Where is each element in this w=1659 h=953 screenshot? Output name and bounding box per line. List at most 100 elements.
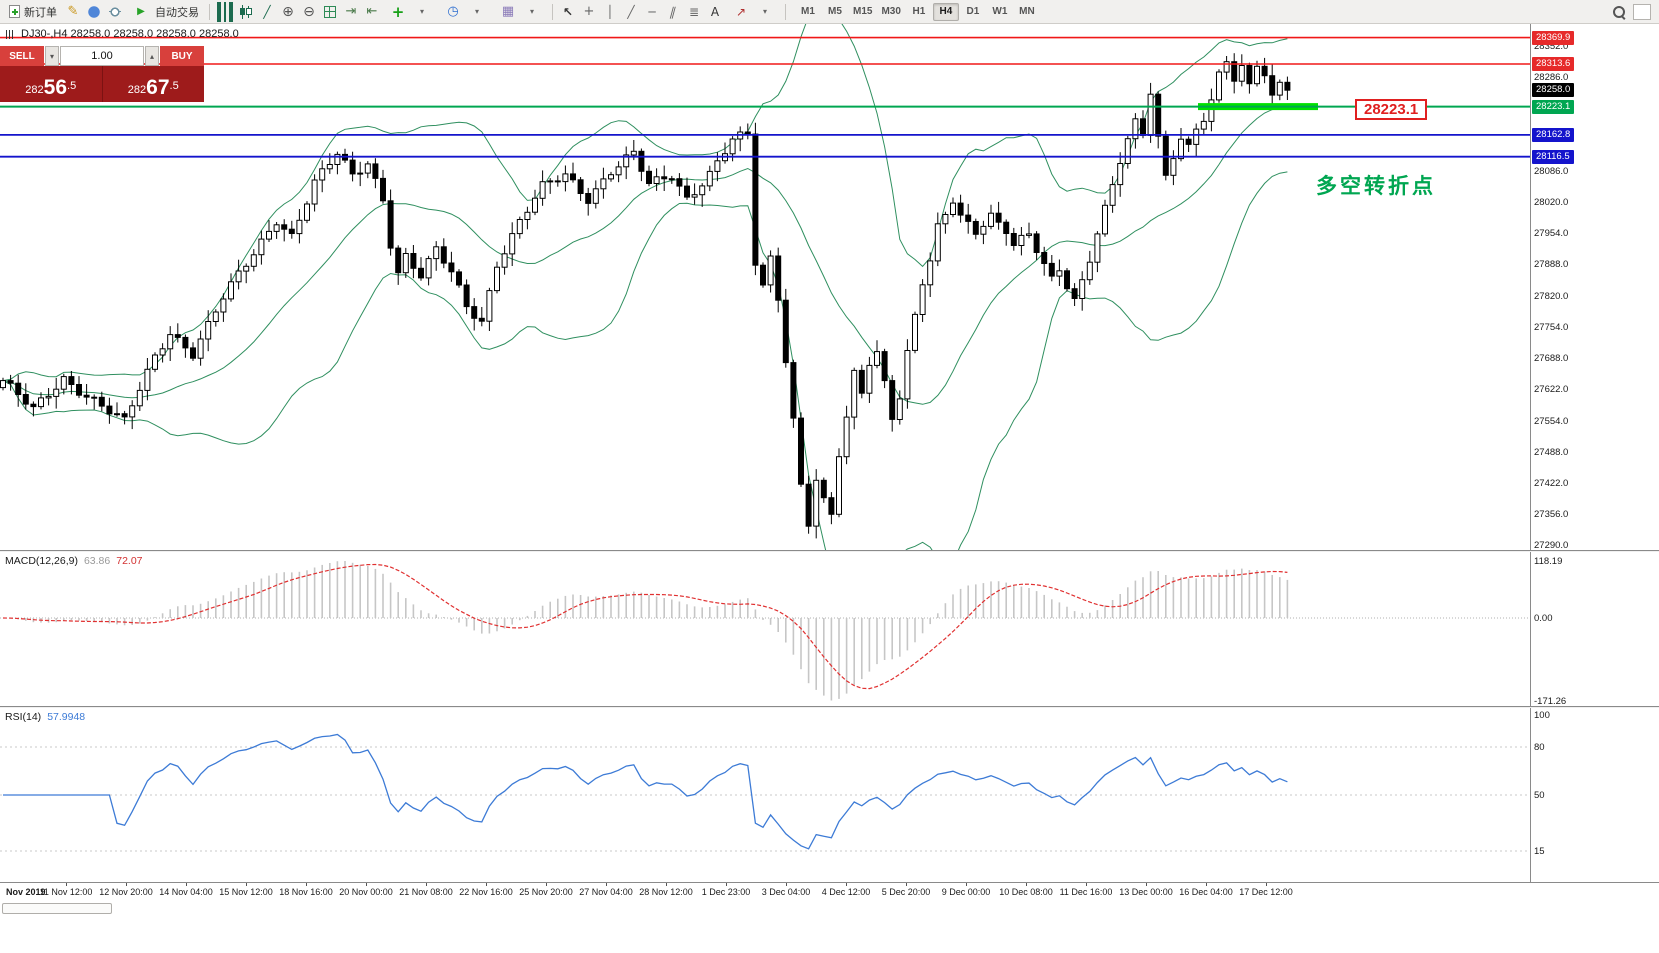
chevron-down-icon <box>755 2 775 22</box>
tile-windows-icon[interactable] <box>320 1 340 22</box>
panel-separator[interactable] <box>0 550 1659 552</box>
sell-price-prefix: 282 <box>25 84 44 96</box>
periods-button[interactable] <box>438 2 492 22</box>
timeframe-button-w1[interactable]: W1 <box>992 6 1008 17</box>
price-axis-label: 28352.0 <box>1534 41 1569 52</box>
fibonacci-tool-icon[interactable] <box>684 2 704 22</box>
timeframe-button-m30[interactable]: M30 <box>881 6 901 17</box>
chevron-down-icon <box>467 2 487 22</box>
time-axis-label: 13 Dec 00:00 <box>1119 887 1173 897</box>
time-axis-tick <box>786 883 787 886</box>
time-axis-tick <box>1266 883 1267 886</box>
editor-icon[interactable] <box>63 2 83 22</box>
time-axis-tick <box>906 883 907 886</box>
rsi-canvas[interactable] <box>0 708 1530 882</box>
price-chart-canvas[interactable] <box>0 10 1530 611</box>
timeframe-button-h4[interactable]: H4 <box>932 2 959 21</box>
auto-trading-button[interactable]: 自动交易 <box>126 2 204 22</box>
line-chart-icon[interactable] <box>257 2 277 22</box>
zoom-in-icon[interactable] <box>278 2 298 22</box>
toolbar-separator <box>209 3 210 20</box>
time-axis-tick <box>126 883 127 886</box>
timeframe-button-m15[interactable]: M15 <box>853 6 873 17</box>
vertical-line-tool-icon[interactable] <box>600 2 620 22</box>
bar-chart-icon[interactable] <box>215 1 235 22</box>
horizontal-line-tool-icon[interactable] <box>642 2 662 22</box>
templates-button[interactable] <box>493 2 547 22</box>
time-axis-tick <box>606 883 607 886</box>
timeframe-button-h1[interactable]: H1 <box>912 6 926 17</box>
time-axis-tick <box>66 883 67 886</box>
price-axis-label-current: 28258.0 <box>1532 83 1575 97</box>
support-level-label[interactable]: 28223.1 <box>1355 99 1428 120</box>
price-chart-panel: DJ30-,H4 28258.0 28258.0 28258.0 28258.0… <box>0 10 1530 611</box>
price-axis-label: 27754.0 <box>1534 322 1569 333</box>
price-axis-label-red: 28313.6 <box>1532 57 1575 71</box>
panel-separator[interactable] <box>0 706 1659 708</box>
play-icon <box>131 2 151 22</box>
crosshair-tool-icon[interactable] <box>579 2 599 22</box>
timeframe-toolbar: M1 M5 M15 M30 H1 H4 D1 W1 MN <box>795 2 1040 21</box>
time-axis-label: 20 Nov 00:00 <box>339 887 393 897</box>
volume-increase-button[interactable] <box>145 46 159 66</box>
buy-price-panel[interactable]: 282 67 .5 <box>102 66 204 102</box>
time-axis-label: 22 Nov 16:00 <box>459 887 513 897</box>
new-order-label: 新订单 <box>24 6 57 19</box>
rsi-axis-label: 80 <box>1534 742 1545 753</box>
time-axis-label: 21 Nov 08:00 <box>399 887 453 897</box>
cursor-tool-icon[interactable] <box>558 2 578 22</box>
macd-canvas[interactable] <box>0 552 1530 706</box>
timeframe-button-d1[interactable]: D1 <box>966 6 980 17</box>
chart-shift-icon[interactable] <box>362 2 382 22</box>
auto-trading-label: 自动交易 <box>155 6 199 19</box>
sell-button[interactable]: SELL <box>0 46 44 66</box>
rsi-axis-label: 15 <box>1534 846 1545 857</box>
price-axis-label: 27422.0 <box>1534 478 1569 489</box>
new-order-icon <box>9 5 20 18</box>
volume-input[interactable] <box>60 46 144 66</box>
timeframe-button-mn[interactable]: MN <box>1019 6 1035 17</box>
sell-price-panel[interactable]: 282 56 .5 <box>0 66 103 102</box>
text-tool-icon[interactable] <box>705 2 725 22</box>
horizontal-scrollbar-thumb[interactable] <box>2 903 112 914</box>
macd-name: MACD(12,26,9) <box>5 555 78 567</box>
template-icon <box>498 2 518 22</box>
time-axis-label: 15 Nov 12:00 <box>219 887 273 897</box>
auto-scroll-icon[interactable] <box>341 2 361 22</box>
time-axis-label: 27 Nov 04:00 <box>579 887 633 897</box>
price-axis-label-blue: 28116.5 <box>1532 150 1574 164</box>
indicators-button[interactable] <box>383 2 437 22</box>
time-axis-label: 18 Nov 16:00 <box>279 887 333 897</box>
price-axis-label: 27954.0 <box>1534 228 1569 239</box>
buy-button[interactable]: BUY <box>160 46 204 66</box>
time-axis-label: 25 Nov 20:00 <box>519 887 573 897</box>
time-axis-tick <box>1026 883 1027 886</box>
zoom-out-icon[interactable] <box>299 2 319 22</box>
channel-tool-icon[interactable] <box>663 2 683 22</box>
time-axis-tick <box>966 883 967 886</box>
time-axis-tick <box>726 883 727 886</box>
new-order-button[interactable]: 新订单 <box>4 2 62 22</box>
candlestick-chart-icon[interactable] <box>236 1 256 22</box>
timeframe-button-m1[interactable]: M1 <box>801 6 815 17</box>
volume-decrease-button[interactable] <box>45 46 59 66</box>
arrows-tool-button[interactable] <box>726 2 780 22</box>
trendline-tool-icon[interactable] <box>621 2 641 22</box>
price-axis-label: 27622.0 <box>1534 384 1569 395</box>
chevron-down-icon <box>522 2 542 22</box>
sell-price-fraction: .5 <box>67 80 77 92</box>
buy-price-fraction: .5 <box>169 80 179 92</box>
macd-signal-value: 72.07 <box>116 555 143 567</box>
globe-icon[interactable] <box>105 1 125 22</box>
price-axis: 28352.0 28286.0 28086.0 28020.0 27954.0 27888… <box>1530 24 1659 551</box>
sell-price-big-digits: 56 <box>43 76 68 99</box>
add-indicator-icon <box>388 2 408 22</box>
timeframe-button-m5[interactable]: M5 <box>828 6 842 17</box>
search-dropdown-box[interactable] <box>1633 3 1651 20</box>
time-axis-label: 5 Dec 20:00 <box>881 887 931 897</box>
chart-mini-icon <box>6 29 15 39</box>
user-profile-icon[interactable] <box>84 1 104 22</box>
price-axis-label: 28286.0 <box>1534 72 1569 83</box>
search-icon[interactable] <box>1611 4 1627 20</box>
time-axis: Nov 2019 11 Nov 12:00 12 Nov 20:00 14 Nov 0… <box>0 882 1659 900</box>
